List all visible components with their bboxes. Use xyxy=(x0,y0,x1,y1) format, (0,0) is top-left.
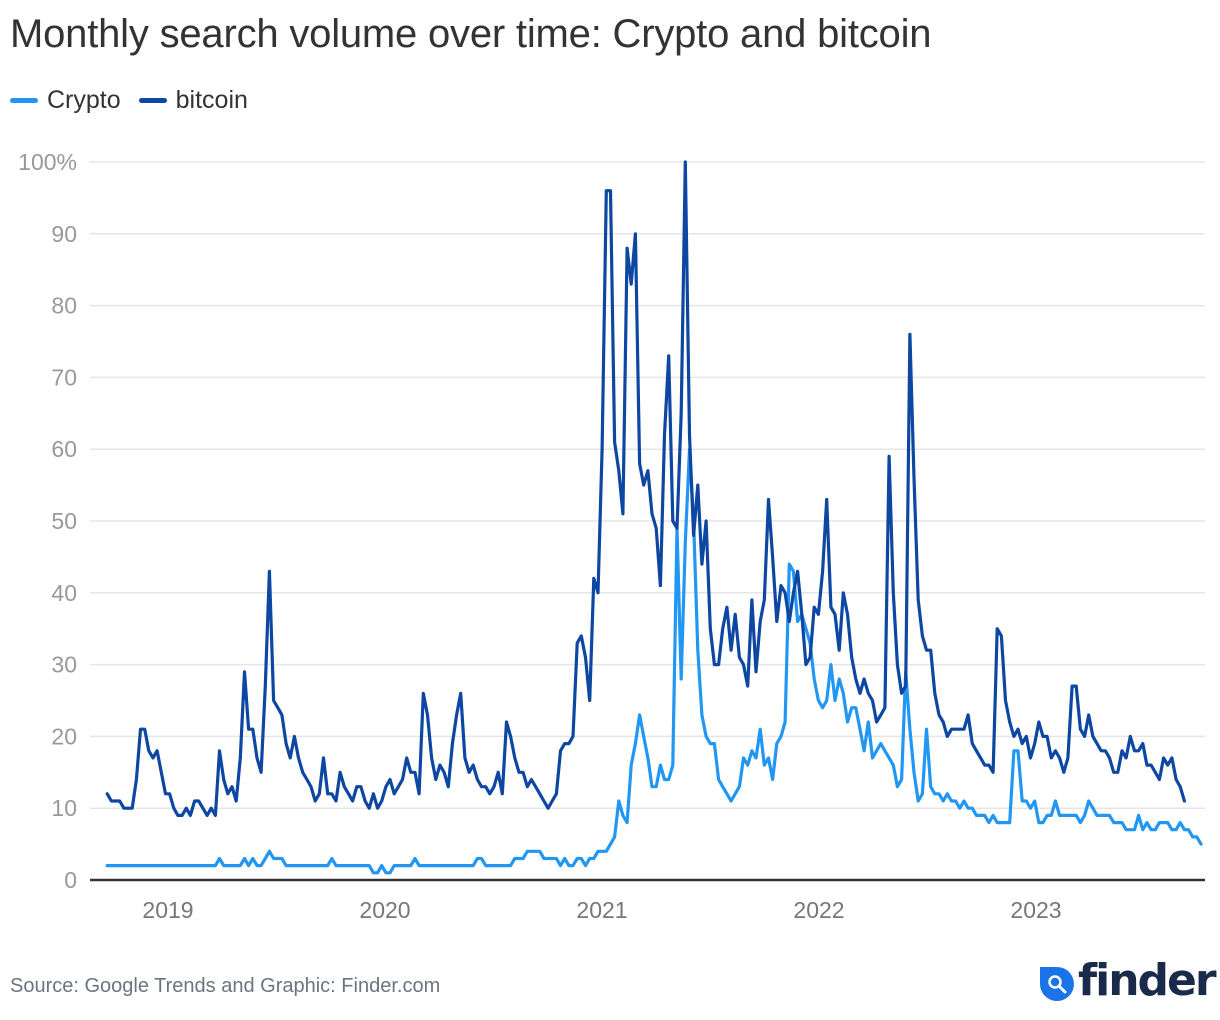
logo-text: finder xyxy=(1078,955,1217,1006)
y-tick-label: 100% xyxy=(18,149,77,175)
y-tick-label: 40 xyxy=(51,580,77,606)
legend-item-bitcoin[interactable]: bitcoin xyxy=(138,86,248,115)
y-tick-label: 50 xyxy=(51,508,77,534)
finder-logo[interactable]: finder xyxy=(1040,955,1217,1006)
series-line-bitcoin[interactable] xyxy=(105,160,1187,818)
y-tick-label: 90 xyxy=(51,221,77,247)
x-tick-label: 2023 xyxy=(1010,897,1061,923)
series-line-crypto[interactable] xyxy=(105,447,1203,875)
line-chart: 0 10 20 30 40 50 60 70 80 90 100% 2019 2020 2021 2022… xyxy=(18,149,1205,923)
legend-swatch-bitcoin xyxy=(138,98,167,103)
legend-swatch-crypto xyxy=(10,98,38,103)
gridlines xyxy=(90,161,1205,809)
y-tick-label: 70 xyxy=(51,364,77,390)
x-tick-label: 2021 xyxy=(576,897,627,923)
magnifier-icon xyxy=(1040,967,1074,1001)
legend: Crypto bitcoin xyxy=(10,86,266,115)
source-note: Source: Google Trends and Graphic: Finde… xyxy=(10,975,441,997)
y-tick-label: 0 xyxy=(64,867,77,893)
series-lines xyxy=(105,160,1203,875)
y-tick-label: 20 xyxy=(51,723,77,749)
y-tick-label: 10 xyxy=(51,795,77,821)
y-axis-ticks: 0 10 20 30 40 50 60 70 80 90 100% xyxy=(18,149,77,893)
y-tick-label: 30 xyxy=(51,652,77,678)
legend-label-bitcoin: bitcoin xyxy=(175,86,248,114)
x-tick-label: 2022 xyxy=(793,897,844,923)
y-tick-label: 60 xyxy=(51,436,77,462)
chart-title: Monthly search volume over time: Crypto … xyxy=(10,12,932,56)
legend-item-crypto[interactable]: Crypto xyxy=(10,86,121,115)
x-axis-ticks: 2019 2020 2021 2022 2023 xyxy=(142,897,1061,923)
x-tick-label: 2020 xyxy=(359,897,410,923)
legend-label-crypto: Crypto xyxy=(47,86,121,114)
y-tick-label: 80 xyxy=(51,293,77,319)
x-tick-label: 2019 xyxy=(142,897,193,923)
